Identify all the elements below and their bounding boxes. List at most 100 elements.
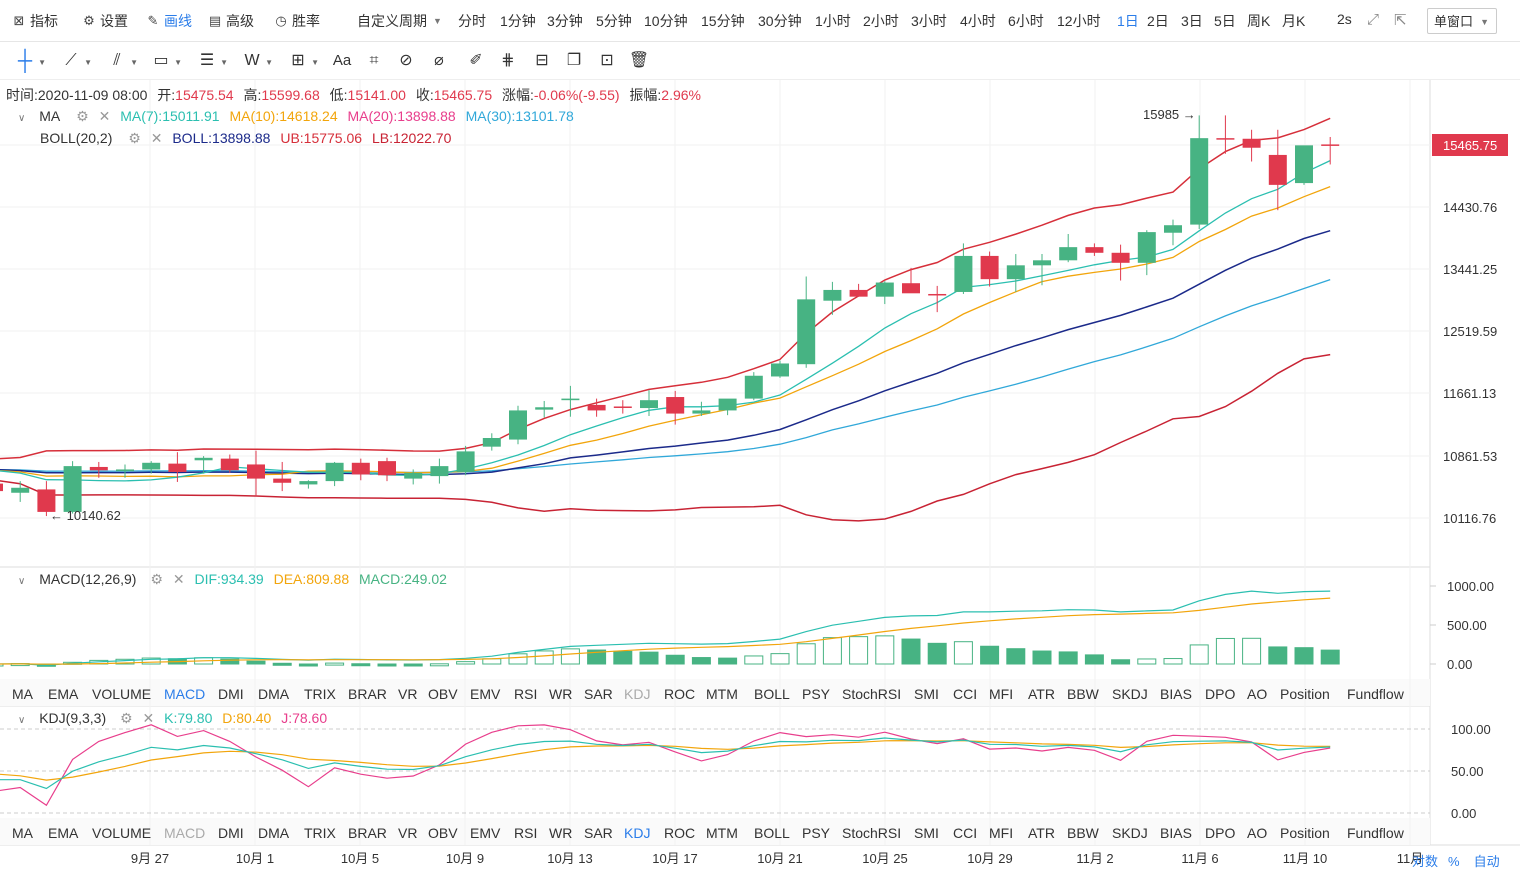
indicator-tab-lower-brar[interactable]: BRAR — [348, 825, 387, 841]
period-tab-4[interactable]: 10分钟 — [644, 13, 688, 29]
indicator-tab-lower-bbw[interactable]: BBW — [1067, 825, 1099, 841]
advanced-button[interactable]: ▤ 高级 — [208, 11, 254, 31]
indicator-tab-lower-wr[interactable]: WR — [549, 825, 573, 841]
period-tab-6[interactable]: 30分钟 — [758, 13, 802, 29]
indicator-tab-upper-boll[interactable]: BOLL — [754, 686, 790, 702]
collapse-icon[interactable]: ∨ — [18, 113, 26, 124]
period-tab-0[interactable]: 分时 — [458, 13, 486, 29]
crosshair-icon[interactable]: ┼ ▼ — [17, 50, 46, 72]
text-tool-icon[interactable]: Aa — [332, 52, 352, 69]
indicator-tab-lower-kdj[interactable]: KDJ — [624, 825, 651, 841]
rectangle-icon[interactable]: ▭ ▼ — [153, 52, 182, 69]
period-tab-7[interactable]: 1小时 — [815, 13, 851, 29]
indicator-tab-lower-ma[interactable]: MA — [12, 825, 33, 841]
indicator-tab-upper-position[interactable]: Position — [1280, 686, 1330, 702]
period-tab-14[interactable]: 2日 — [1147, 13, 1169, 29]
indicator-tab-upper-vr[interactable]: VR — [398, 686, 418, 702]
indicator-tab-upper-emv[interactable]: EMV — [470, 686, 501, 702]
indicator-tab-upper-bbw[interactable]: BBW — [1067, 686, 1099, 702]
fibonacci-icon[interactable]: ☰ ▼ — [199, 52, 228, 69]
indicator-tab-lower-stochrsi[interactable]: StochRSI — [842, 825, 902, 841]
indicator-tab-lower-psy[interactable]: PSY — [802, 825, 831, 841]
kdj-close-icon[interactable]: ✕ — [142, 710, 155, 726]
indicator-tab-upper-dpo[interactable]: DPO — [1205, 686, 1236, 702]
measure-icon[interactable]: ⊞ ▼ — [291, 52, 319, 69]
wave-icon[interactable]: W ▼ — [244, 52, 273, 69]
indicator-tab-lower-sar[interactable]: SAR — [584, 825, 613, 841]
indicator-tab-upper-smi[interactable]: SMI — [914, 686, 939, 702]
trendline-icon[interactable]: ⟋ ▼ — [65, 52, 92, 69]
refresh-interval[interactable]: 2s — [1337, 11, 1352, 27]
lock-icon[interactable]: ⊟ — [535, 52, 549, 69]
indicator-tab-lower-trix[interactable]: TRIX — [304, 825, 336, 841]
ma-close-icon[interactable]: ✕ — [98, 108, 111, 124]
magnet-icon[interactable]: ⊘ — [399, 52, 413, 69]
winrate-button[interactable]: ◷ 胜率 — [274, 11, 320, 31]
indicator-tab-upper-skdj[interactable]: SKDJ — [1112, 686, 1148, 702]
period-tab-1[interactable]: 1分钟 — [500, 13, 536, 29]
boll-settings-icon[interactable]: ⚙ — [128, 130, 141, 146]
indicator-tab-lower-vr[interactable]: VR — [398, 825, 418, 841]
pattern-icon[interactable]: ⌗ — [369, 52, 379, 69]
macd-settings-icon[interactable]: ⚙ — [150, 571, 163, 587]
indicator-tab-upper-ema[interactable]: EMA — [48, 686, 79, 702]
indicator-tab-upper-dmi[interactable]: DMI — [218, 686, 244, 702]
indicator-tab-upper-mfi[interactable]: MFI — [989, 686, 1014, 702]
popout-icon[interactable]: ⇱ — [1394, 12, 1407, 29]
custom-period-dropdown[interactable]: 自定义周期 ▼ — [357, 11, 442, 31]
indicator-tab-upper-stochrsi[interactable]: StochRSI — [842, 686, 902, 702]
indicator-tab-lower-ao[interactable]: AO — [1247, 825, 1268, 841]
hide-icon[interactable]: ⊡ — [600, 52, 614, 69]
period-tab-18[interactable]: 月K — [1282, 13, 1306, 29]
collapse-icon[interactable]: ∨ — [18, 576, 26, 587]
percent-scale-toggle[interactable]: % — [1448, 854, 1460, 869]
window-mode-select[interactable]: 单窗口 ▼ — [1427, 8, 1497, 34]
indicator-tab-upper-brar[interactable]: BRAR — [348, 686, 387, 702]
indicator-tab-lower-ema[interactable]: EMA — [48, 825, 79, 841]
indicator-tab-lower-cci[interactable]: CCI — [953, 825, 978, 841]
copy-icon[interactable]: ❐ — [566, 52, 582, 69]
auto-scale-toggle[interactable]: 自动 — [1473, 854, 1500, 869]
period-tab-13[interactable]: 1日 — [1117, 13, 1139, 29]
kdj-settings-icon[interactable]: ⚙ — [120, 710, 133, 726]
indicator-tab-upper-ao[interactable]: AO — [1247, 686, 1268, 702]
chart-canvas[interactable]: 15985 → ← 10140.62 15465.75 14430.76 13441.2… — [0, 80, 1520, 870]
settings-button[interactable]: ⚙ 设置 — [82, 11, 128, 31]
indicator-tab-upper-kdj[interactable]: KDJ — [624, 686, 651, 702]
indicator-tab-upper-sar[interactable]: SAR — [584, 686, 613, 702]
indicator-tab-lower-dmi[interactable]: DMI — [218, 825, 244, 841]
indicator-tab-lower-emv[interactable]: EMV — [470, 825, 501, 841]
trash-icon[interactable]: 🗑 — [628, 52, 650, 69]
macd-close-icon[interactable]: ✕ — [172, 571, 185, 587]
indicator-tab-upper-cci[interactable]: CCI — [953, 686, 978, 702]
indicator-tab-lower-boll[interactable]: BOLL — [754, 825, 790, 841]
indicator-tab-lower-skdj[interactable]: SKDJ — [1112, 825, 1148, 841]
indicator-tab-upper-bias[interactable]: BIAS — [1160, 686, 1192, 702]
indicator-tab-upper-ma[interactable]: MA — [12, 686, 33, 702]
indicator-button[interactable]: ⊠ 指标 — [12, 11, 58, 31]
period-tab-17[interactable]: 周K — [1247, 13, 1271, 29]
indicator-tab-upper-rsi[interactable]: RSI — [514, 686, 538, 702]
indicator-tab-lower-dpo[interactable]: DPO — [1205, 825, 1236, 841]
indicator-tab-lower-mfi[interactable]: MFI — [989, 825, 1014, 841]
indicator-tab-upper-psy[interactable]: PSY — [802, 686, 831, 702]
fullscreen-icon[interactable]: ⤢ — [1367, 11, 1380, 28]
brush-icon[interactable]: ✐ — [469, 52, 483, 69]
period-tab-9[interactable]: 3小时 — [911, 13, 947, 29]
indicator-tab-lower-position[interactable]: Position — [1280, 825, 1330, 841]
indicator-tab-upper-trix[interactable]: TRIX — [304, 686, 336, 702]
period-tab-12[interactable]: 12小时 — [1057, 13, 1101, 29]
collapse-icon[interactable]: ∨ — [18, 715, 26, 726]
period-tab-3[interactable]: 5分钟 — [596, 13, 632, 29]
link-icon[interactable]: ⌀ — [434, 52, 444, 69]
indicator-tab-upper-wr[interactable]: WR — [549, 686, 573, 702]
indicator-tab-lower-atr[interactable]: ATR — [1028, 825, 1055, 841]
period-tab-10[interactable]: 4小时 — [960, 13, 996, 29]
indicator-tab-lower-macd[interactable]: MACD — [164, 825, 206, 841]
indicator-tab-upper-volume[interactable]: VOLUME — [92, 686, 152, 702]
period-tab-5[interactable]: 15分钟 — [701, 13, 745, 29]
indicator-tab-lower-dma[interactable]: DMA — [258, 825, 290, 841]
indicator-tab-upper-atr[interactable]: ATR — [1028, 686, 1055, 702]
parallel-line-icon[interactable]: ⫽ ▼ — [113, 52, 138, 69]
period-tab-16[interactable]: 5日 — [1214, 13, 1236, 29]
